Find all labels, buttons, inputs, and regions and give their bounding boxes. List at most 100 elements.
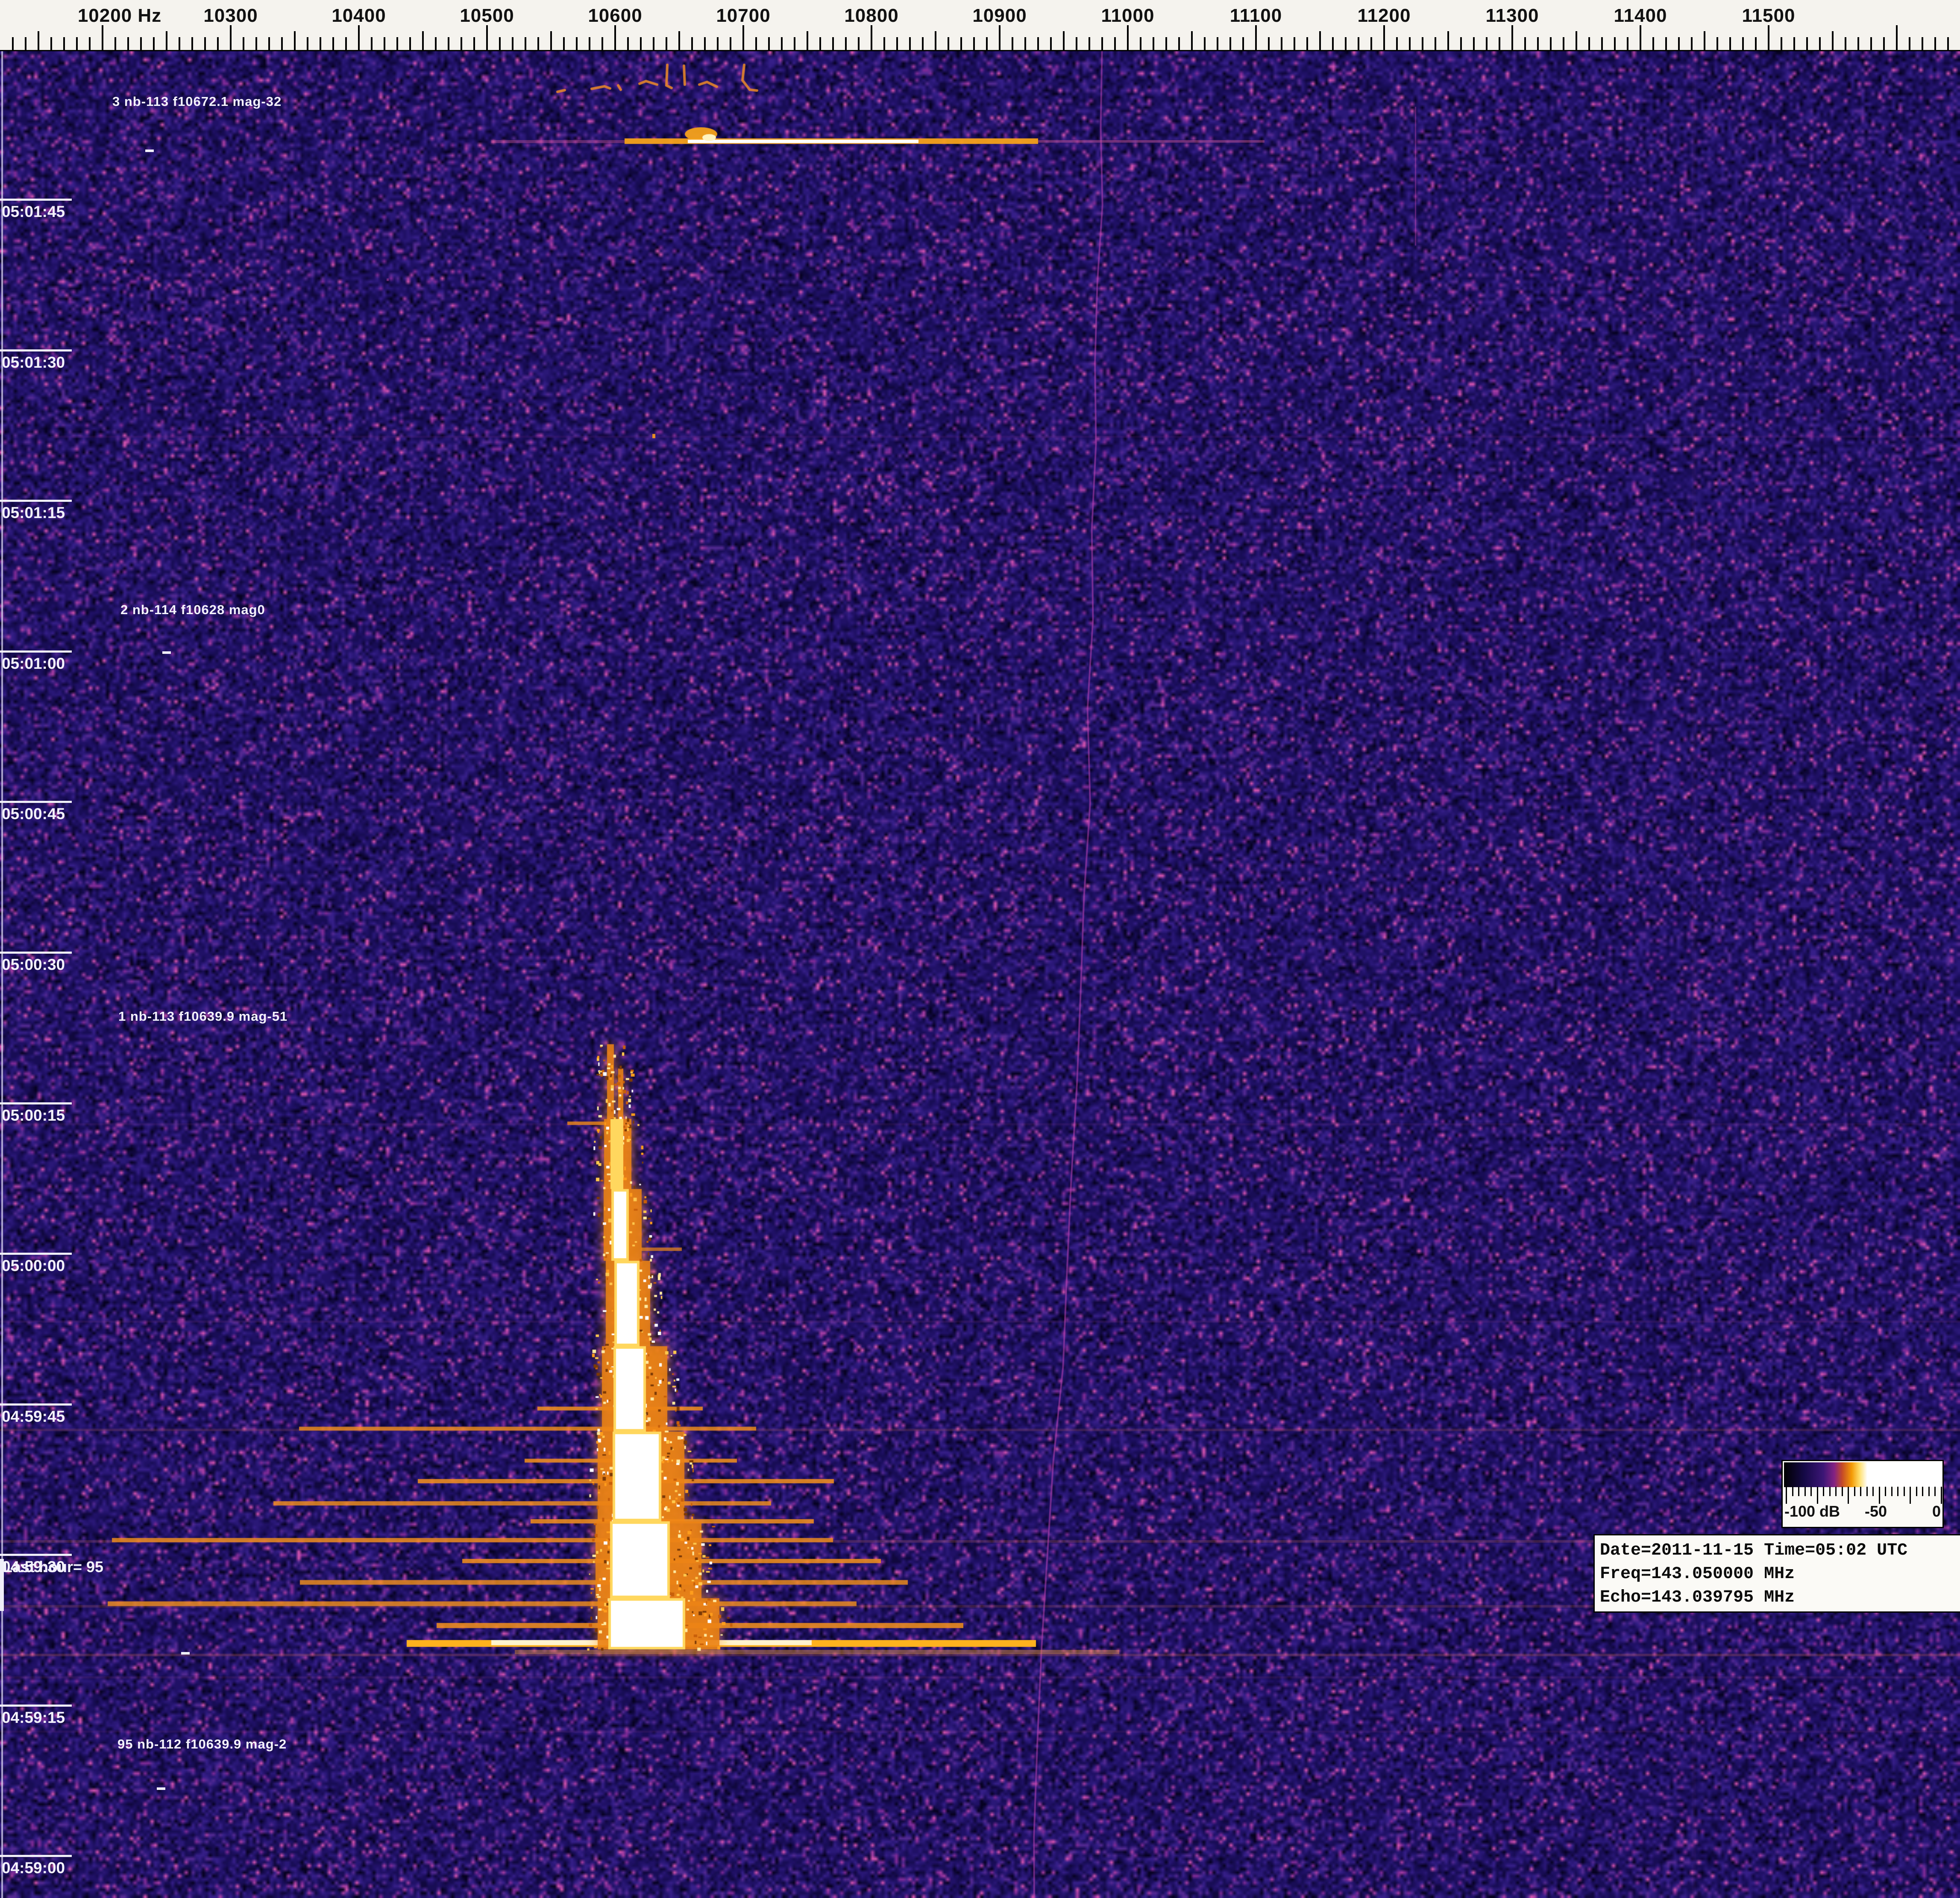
legend-tick (1798, 1487, 1799, 1496)
freq-tick (601, 37, 603, 50)
freq-tick (1165, 37, 1167, 50)
legend-tick (1872, 1487, 1874, 1496)
freq-tick-label: 11200 (1358, 5, 1411, 26)
freq-tick (1409, 37, 1411, 50)
freq-tick (435, 37, 437, 50)
freq-tick (486, 25, 488, 50)
freq-tick (1793, 37, 1795, 50)
db-label-mid: -50 (1865, 1503, 1887, 1520)
freq-tick (1511, 25, 1513, 50)
freq-tick (1576, 31, 1577, 50)
freq-tick (422, 31, 424, 50)
time-tick (0, 650, 72, 653)
freq-tick (63, 37, 65, 50)
freq-tick (1447, 31, 1449, 50)
time-tick-label: 05:01:45 (2, 203, 65, 221)
freq-tick (755, 37, 757, 50)
freq-tick (1614, 37, 1616, 50)
freq-tick (1537, 37, 1539, 50)
freq-tick (1370, 37, 1372, 50)
freq-tick (640, 37, 642, 50)
legend-tick (1810, 1487, 1812, 1496)
time-tick (0, 1855, 72, 1857)
freq-tick (89, 37, 91, 50)
time-tick-label: 05:01:00 (2, 655, 65, 673)
info-freq: Freq=143.050000 MHz (1600, 1562, 1959, 1586)
freq-tick (191, 37, 193, 50)
freq-tick (909, 37, 911, 50)
spectrum-lab-screen: 10200 Hz 10300 10400 10500 10600 10700 10800 10… (0, 0, 1960, 1898)
freq-tick (1294, 37, 1295, 50)
freq-tick (281, 37, 283, 50)
time-tick-label: 04:59:45 (2, 1408, 65, 1426)
freq-tick (217, 37, 219, 50)
freq-tick (307, 37, 308, 50)
freq-tick (153, 37, 155, 50)
spectrogram-canvas[interactable] (0, 51, 1960, 1898)
freq-tick (1140, 37, 1141, 50)
freq-tick (1037, 37, 1039, 50)
freq-tick (1435, 37, 1436, 50)
legend-tick (1860, 1487, 1861, 1496)
time-tick-label: 05:00:30 (2, 956, 65, 974)
freq-tick (1691, 37, 1693, 50)
time-tick (0, 1705, 72, 1707)
freq-tick (1101, 37, 1103, 50)
time-tick-label: 04:59:15 (2, 1709, 65, 1727)
freq-tick (1652, 37, 1654, 50)
freq-tick (768, 37, 770, 50)
time-tick (0, 500, 72, 502)
freq-tick (512, 37, 513, 50)
freq-tick-label: 11400 (1614, 5, 1667, 26)
legend-tick (1904, 1487, 1905, 1496)
freq-tick (1422, 37, 1423, 50)
freq-tick (1089, 37, 1090, 50)
freq-tick (1742, 37, 1744, 50)
db-label-max: 0 (1932, 1503, 1941, 1520)
legend-tick (1897, 1487, 1898, 1496)
freq-tick (1704, 31, 1705, 50)
freq-tick (1870, 37, 1872, 50)
freq-tick-label: 10300 (203, 5, 258, 26)
freq-tick (1217, 37, 1218, 50)
db-label-min: -100 dB (1784, 1503, 1840, 1520)
freq-tick-label: 10200 Hz (78, 5, 161, 26)
freq-tick (1012, 37, 1013, 50)
freq-tick (102, 25, 103, 50)
freq-tick (1319, 31, 1321, 50)
freq-tick (948, 37, 949, 50)
color-gradient-bar (1784, 1462, 1941, 1487)
freq-tick-label: 11300 (1486, 5, 1539, 26)
freq-tick (294, 31, 296, 50)
freq-tick (742, 25, 744, 50)
legend-tick (1910, 1487, 1911, 1504)
freq-tick (935, 31, 936, 50)
freq-tick (1550, 37, 1552, 50)
freq-tick-label: 11100 (1230, 5, 1282, 26)
freq-tick-label: 10900 (972, 5, 1027, 26)
freq-tick (1345, 37, 1347, 50)
time-tick (0, 1554, 72, 1556)
freq-tick (1716, 37, 1718, 50)
freq-tick (1665, 37, 1667, 50)
freq-tick (1768, 25, 1769, 50)
freq-tick (358, 25, 360, 50)
freq-tick (1588, 37, 1590, 50)
legend-tick (1934, 1487, 1936, 1496)
freq-tick (50, 37, 52, 50)
freq-tick (986, 37, 988, 50)
detection-label: 1 nb-113 f10639.9 mag-51 (118, 1009, 288, 1024)
freq-tick (1460, 37, 1462, 50)
freq-tick (678, 31, 680, 50)
freq-tick (794, 37, 795, 50)
time-tick-label: 04:59:00 (2, 1859, 65, 1877)
info-box: Date=2011-11-15 Time=05:02 UTC Freq=143.… (1593, 1534, 1960, 1613)
freq-tick (140, 37, 142, 50)
freq-tick (973, 37, 975, 50)
freq-tick (204, 37, 206, 50)
freq-tick (1678, 37, 1680, 50)
legend-tick (1941, 1487, 1942, 1504)
freq-tick (1383, 25, 1385, 50)
hour-marker-bar (0, 1559, 4, 1611)
freq-tick (1601, 37, 1603, 50)
